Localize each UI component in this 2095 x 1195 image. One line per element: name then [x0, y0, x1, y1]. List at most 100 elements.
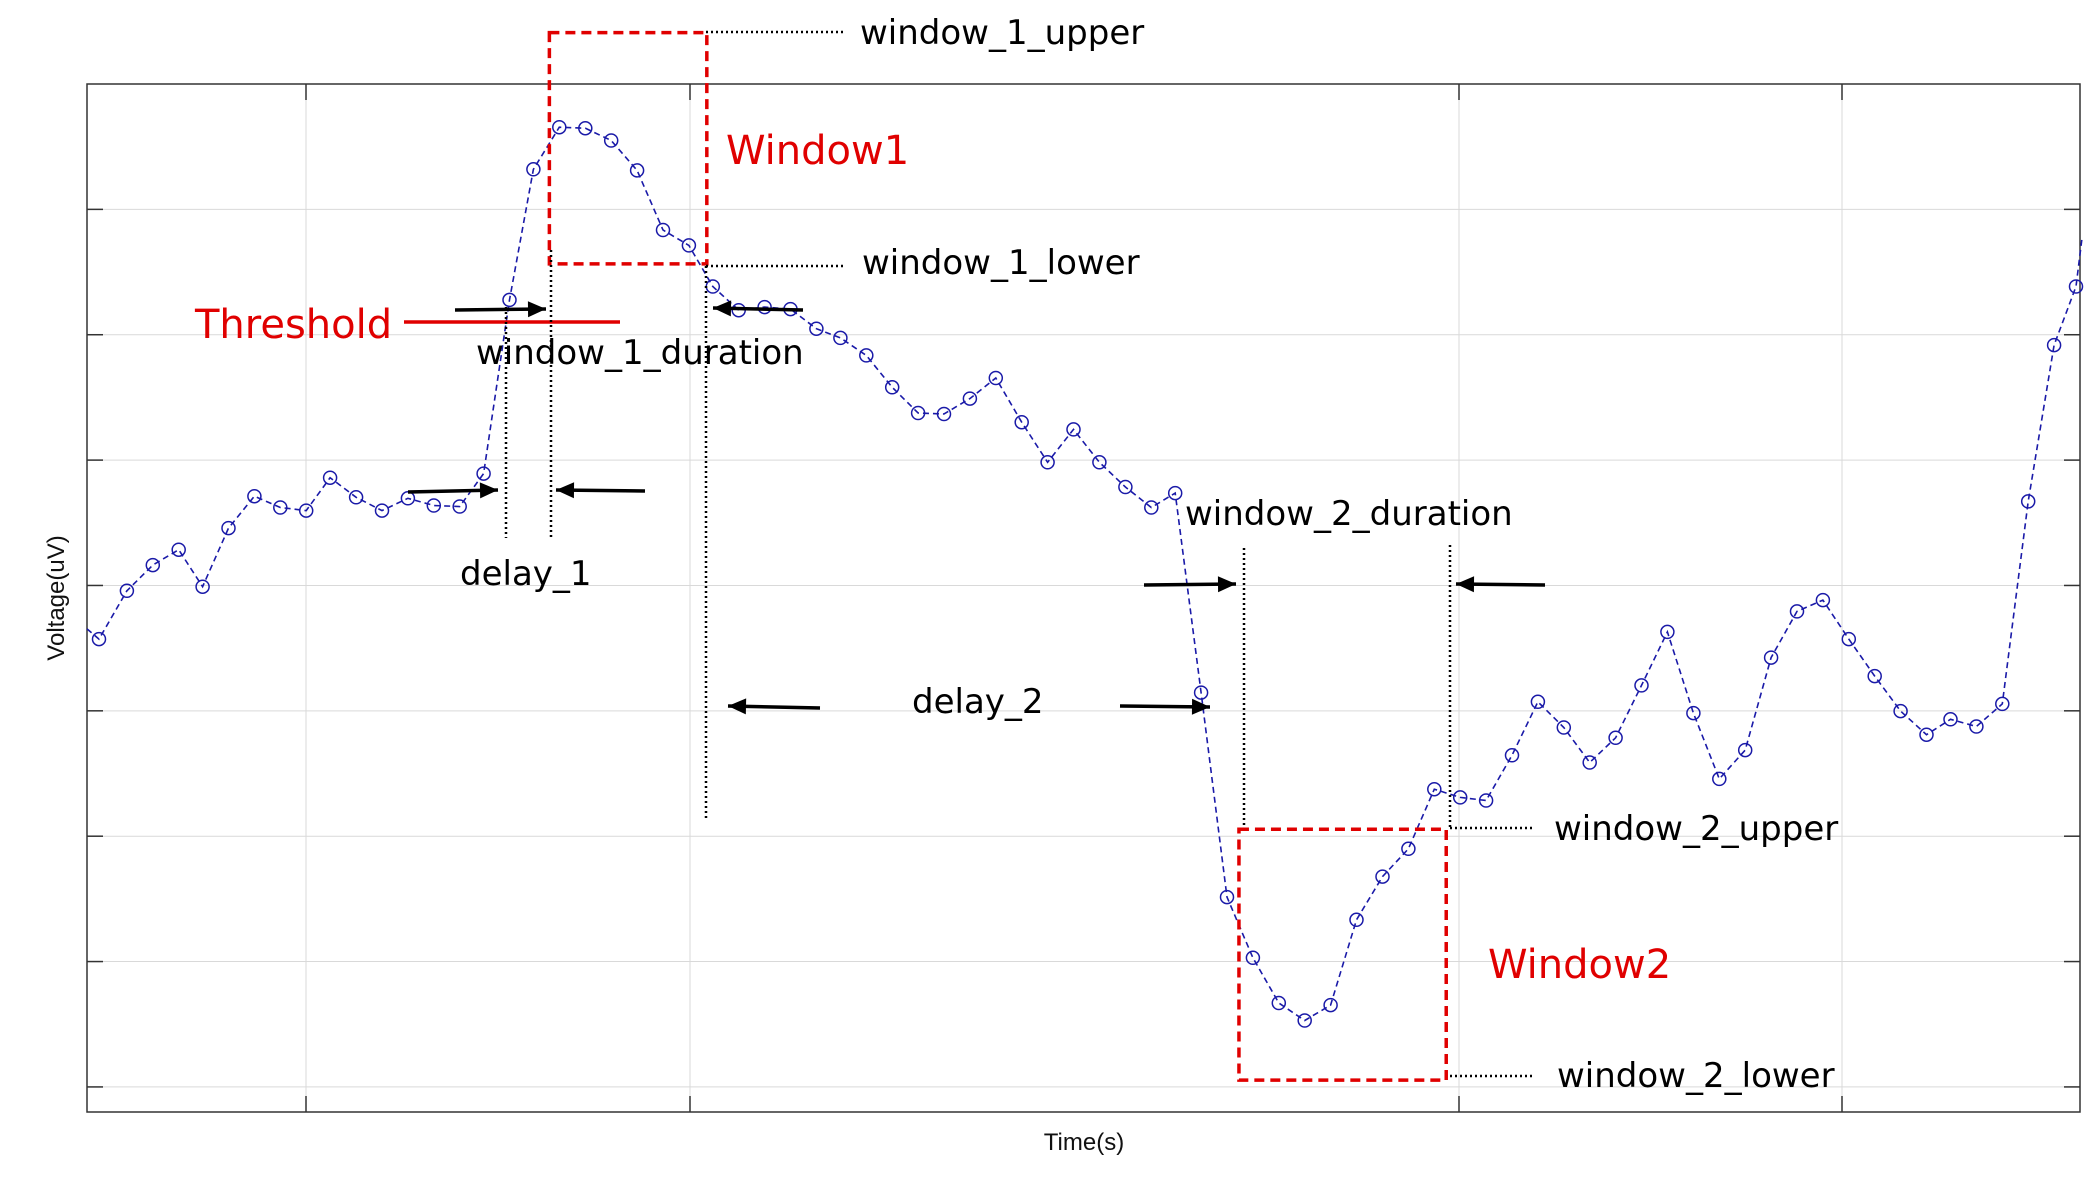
data-point	[426, 498, 442, 513]
window-1-duration-arrow-left	[454, 301, 547, 318]
data-point	[322, 470, 338, 485]
data-point	[1271, 995, 1287, 1011]
data-point	[502, 292, 517, 308]
data-point	[1504, 748, 1520, 763]
data-point	[603, 133, 619, 148]
window-2-duration-arrow-right	[1455, 576, 1546, 593]
data-point	[221, 520, 236, 536]
data-point	[884, 380, 900, 395]
data-point	[1737, 742, 1753, 758]
threshold-label: Threshold	[194, 302, 392, 348]
window1-label: Window1	[726, 128, 909, 174]
data-point	[195, 579, 210, 594]
data-point	[1660, 624, 1675, 640]
delay-1-arrow-left-head	[479, 482, 498, 499]
data-point	[1452, 790, 1468, 805]
data-point	[526, 162, 541, 177]
window2-label: Window2	[1488, 942, 1671, 988]
delay-2-arrow-right-head	[1191, 698, 1210, 715]
data-point	[1092, 455, 1107, 470]
data-point	[1297, 1013, 1312, 1028]
data-point	[91, 631, 107, 647]
delay-2-arrow-right	[1119, 698, 1211, 715]
data-point	[1040, 455, 1055, 470]
data-point	[452, 499, 467, 514]
data-point	[400, 491, 416, 506]
data-point	[681, 238, 697, 253]
x-axis-title: Time(s)	[1044, 1129, 1124, 1156]
data-point	[1349, 912, 1364, 928]
window-2-duration-arrow-left-head	[1217, 576, 1236, 593]
window1-box	[547, 30, 709, 266]
plot-frame	[86, 83, 2081, 1113]
data-point	[2046, 337, 2062, 353]
data-point	[1066, 422, 1081, 437]
data-point	[1118, 479, 1133, 495]
window-1-upper-label: window_1_upper	[860, 13, 1144, 53]
data-point	[1167, 485, 1183, 501]
data-point	[1323, 997, 1338, 1013]
data-point	[859, 348, 874, 363]
window-1-duration-arrow-right-head	[713, 300, 732, 317]
data-point	[1634, 678, 1649, 693]
data-point	[273, 500, 288, 515]
data-point	[1763, 650, 1779, 665]
window-2-lower-label: window_2_lower	[1557, 1056, 1835, 1096]
window-1-lower-label: window_1_lower	[862, 243, 1140, 283]
data-point	[655, 222, 671, 238]
data-point	[1014, 414, 1029, 430]
data-point	[1530, 694, 1546, 710]
data-point	[119, 583, 135, 599]
data-point	[1193, 685, 1209, 700]
window-1-duration-arrow-right	[712, 300, 804, 317]
data-point	[476, 466, 491, 481]
data-point	[1815, 592, 1831, 608]
data-point	[1789, 604, 1805, 619]
data-point	[171, 542, 186, 557]
delay-1-arrow-right-head	[556, 482, 575, 499]
data-point	[936, 406, 952, 422]
data-point	[1401, 841, 1416, 857]
window2-box	[1237, 827, 1448, 1082]
delay-2-label: delay_2	[912, 682, 1044, 722]
data-point	[1144, 500, 1159, 515]
data-point	[1245, 950, 1261, 966]
data-point	[910, 405, 926, 421]
data-point	[247, 488, 262, 504]
window-2-duration-arrow-right-head	[1456, 576, 1475, 593]
data-point	[1995, 696, 2010, 712]
data-point	[1375, 869, 1390, 884]
data-point	[1427, 781, 1442, 797]
data-point	[1608, 730, 1623, 746]
data-point	[1478, 793, 1494, 808]
data-point	[1867, 668, 1882, 684]
window-2-duration-arrow-left	[1143, 576, 1237, 593]
data-point	[2068, 279, 2084, 294]
series-markers	[91, 119, 2084, 1028]
window-2-duration-label: window_2_duration	[1185, 494, 1513, 534]
data-point	[988, 370, 1004, 386]
data-point	[1712, 771, 1727, 787]
data-point	[1686, 705, 1701, 721]
data-point	[578, 120, 593, 136]
y-axis-title: Voltage(uV)	[43, 535, 70, 660]
data-point	[2020, 494, 2036, 509]
axis-ticks	[87, 84, 2080, 1112]
data-point	[348, 490, 364, 505]
data-point	[833, 330, 848, 346]
data-point	[1943, 712, 1958, 727]
window-2-upper-label: window_2_upper	[1554, 809, 1838, 849]
annotation-graphics	[404, 30, 1546, 1082]
data-point	[1219, 889, 1235, 905]
grid-lines	[87, 84, 2080, 1112]
delay-2-arrow-left-head	[728, 698, 747, 715]
data-point	[1969, 719, 1984, 734]
delay-1-arrow-left	[407, 482, 499, 499]
delay-2-arrow-left	[727, 698, 821, 715]
data-point	[145, 557, 161, 573]
data-point	[1582, 755, 1597, 770]
delay-1-arrow-right	[555, 482, 646, 499]
data-point	[629, 163, 645, 178]
data-point	[1919, 727, 1934, 742]
